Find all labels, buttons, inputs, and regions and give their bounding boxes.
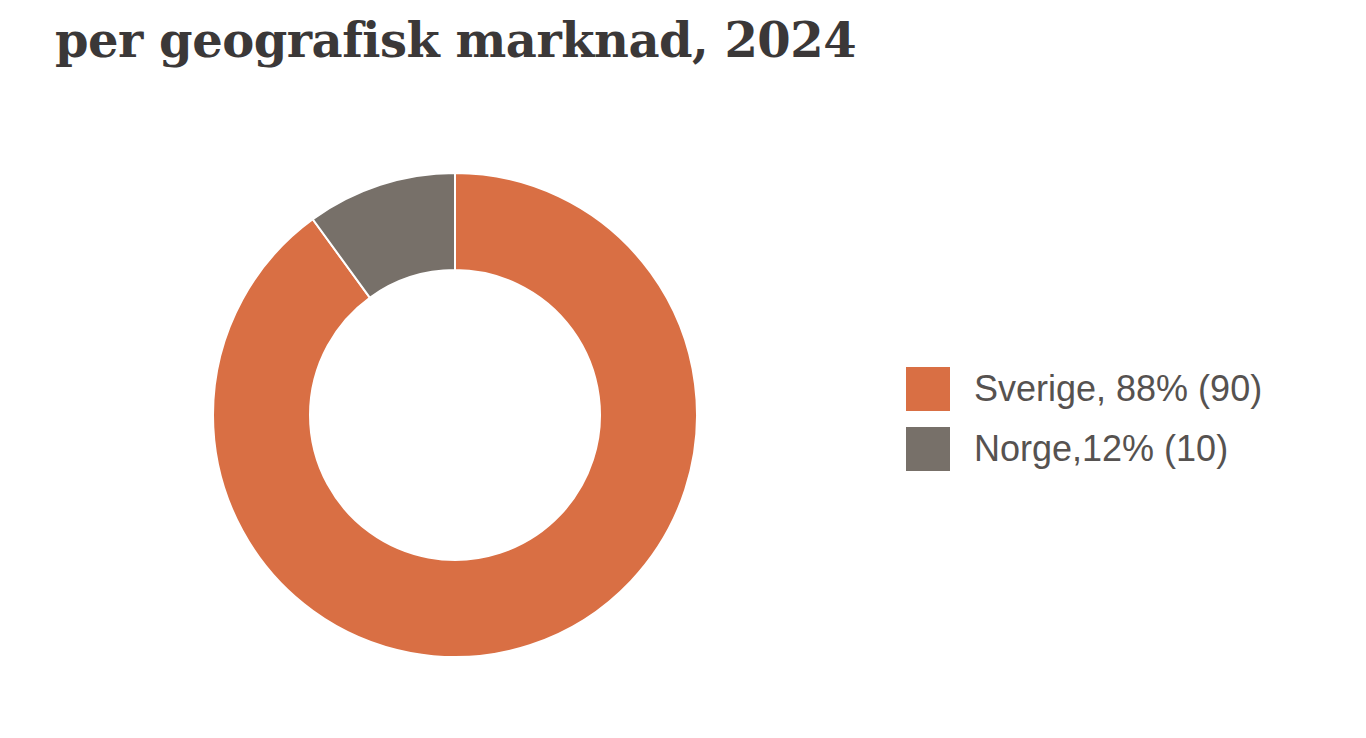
- legend-swatch-icon: [906, 427, 950, 471]
- legend-label: Norge,12% (10): [974, 428, 1228, 470]
- legend-swatch-icon: [906, 367, 950, 411]
- chart-legend: Sverige, 88% (90) Norge,12% (10): [906, 367, 1262, 471]
- legend-item: Norge,12% (10): [906, 427, 1262, 471]
- legend-item: Sverige, 88% (90): [906, 367, 1262, 411]
- legend-label: Sverige, 88% (90): [974, 368, 1262, 410]
